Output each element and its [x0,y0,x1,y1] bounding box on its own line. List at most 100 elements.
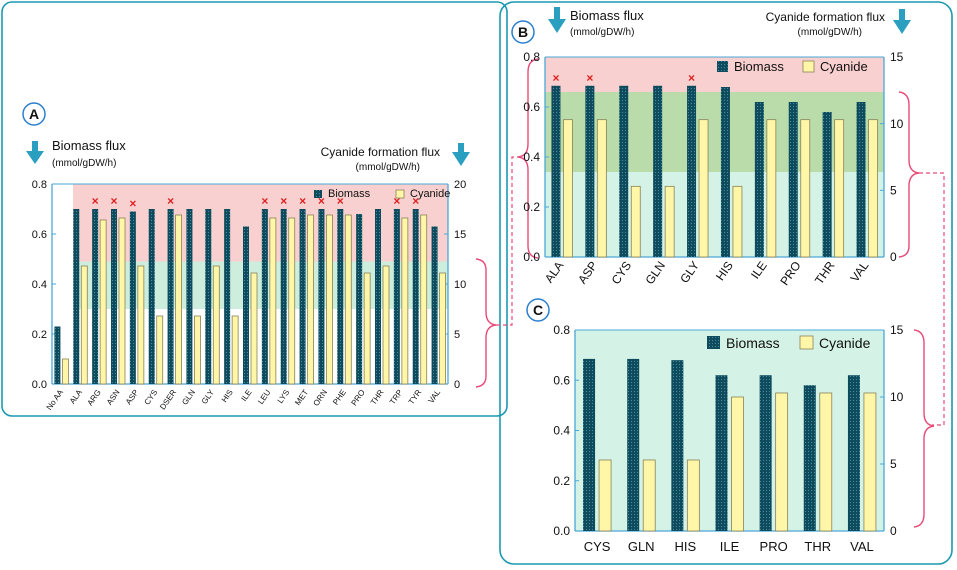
chart-a-bar-cyanide [80,265,88,385]
chart-c-band [575,330,884,531]
chart-a-bar-cyanide [99,219,107,385]
chart-a-bar-cyanide [62,358,69,385]
chart-b-bar-biomass [788,102,798,257]
chart-b-category-label: CYS [609,259,635,287]
chart-b-essential-marker: × [688,71,695,85]
chart-a-bar-biomass [92,209,99,384]
chart-a-essential-marker: × [318,194,325,208]
chart-a-essential-marker: × [299,194,306,208]
chart-a-category-label: LYS [276,388,292,405]
chart-a-legend-biomass-swatch [314,190,322,198]
chart-a-bar-cyanide [382,265,390,385]
chart-a-bar-cyanide [231,315,239,385]
chart-a-bar-biomass [261,209,268,384]
brace-b-left [517,58,539,259]
chart-a-bar-cyanide [401,217,409,385]
panel-label-a-text: A [29,106,39,122]
chart-b-bar-cyanide [800,119,811,258]
arrow-left-a-icon [26,141,44,164]
chart-a-bar-cyanide [326,214,333,385]
chart-b-bar-biomass [754,102,764,257]
chart-a-bar-biomass [129,211,136,384]
chart-a-category-label: GLY [200,387,217,405]
chart-c-category-label: PRO [760,539,788,554]
arrow-right-b-icon [893,9,911,34]
chart-b-tick-label-left: 0.4 [523,150,540,164]
brace-a [475,258,497,388]
chart-c-bar-biomass [759,375,772,531]
chart-a-bar-biomass [73,209,80,384]
chart-c-bar-biomass [627,358,640,531]
panel-label-c-text: C [533,302,543,318]
chart-a-legend-cyanide-label: Cyanide [410,188,450,200]
chart-a-essential-marker: × [393,194,400,208]
chart-b-bar-cyanide [698,119,709,258]
chart-a-category-label: LEU [256,388,272,406]
chart-b-tick-label-right: 5 [890,184,897,198]
chart-a-band [73,261,448,309]
chart-b-bar-cyanide [732,185,743,258]
chart-a-category-label: GLN [180,388,197,407]
chart-a-tick-label-right: 5 [454,329,460,341]
chart-a-category-label: ILE [239,388,253,403]
chart-a-category-label: MET [293,388,310,407]
chart-a-category-label: ASP [124,388,141,406]
chart-a-bar-cyanide [363,272,371,385]
chart-a-category-label: ARG [85,388,102,407]
chart-c-category-label: THR [804,539,831,554]
panel-frame-bc [499,1,953,565]
brace-c [913,329,935,528]
chart-a-bar-cyanide [439,272,446,385]
chart-a-essential-marker: × [337,194,344,208]
chart-a-bar-biomass [186,209,193,384]
chart-a-tick-label-left: 0.2 [32,329,47,341]
chart-c-bar-cyanide [775,392,789,532]
chart-b-category-label: VAL [848,258,872,284]
chart-a-bar-biomass [412,209,419,384]
chart-a-bar-biomass [356,214,363,384]
chart-b-bar-cyanide [664,185,675,258]
chart-c-bar-biomass [671,360,684,531]
chart-a-tick-label-left: 0.0 [32,379,47,391]
chart-a-bar-cyanide [307,214,314,385]
chart-c-legend-cyanide-swatch [799,335,814,350]
chart-b-bar-biomass [822,112,832,257]
chart-c-tick-label-right: 15 [890,323,904,337]
chart-a-category-label: ASN [105,388,122,407]
biomass-flux-label-a: Biomass flux [52,138,126,153]
chart-a-bar-cyanide [137,265,145,385]
chart-c-bar-cyanide [731,396,744,532]
chart-c-category-label: GLN [628,539,655,554]
chart-b-category-label: HIS [713,259,736,283]
chart-b-tick-label-right: 10 [890,117,904,131]
chart-b-band [545,92,884,172]
chart-a-category-label: PHE [331,388,348,407]
chart-a-category-label: CYS [143,388,160,407]
chart-a: 0.0 0.2 0.4 0.6 0.8 0 5 10 15 20 No AA ALA × ARG × ASN ×… [32,179,467,412]
panel-label-a: A [22,102,46,126]
chart-c-tick-label-left: 0.0 [553,524,570,538]
chart-b-legend-cyanide-swatch [802,60,815,73]
chart-a-essential-marker: × [129,197,136,211]
chart-a-legend-biomass-label: Biomass [328,188,371,200]
chart-a-bar-cyanide [344,214,352,385]
chart-a-bar-biomass [205,209,212,384]
chart-b-legend-biomass-swatch [717,61,728,72]
chart-a-tick-label-right: 10 [454,279,466,291]
chart-c-bar-biomass [847,375,860,531]
chart-b-bar-biomass [653,85,663,257]
chart-b-category-label: ILE [748,259,770,282]
panel-label-b-text: B [518,24,528,40]
chart-b-bar-biomass [585,85,595,257]
chart-b-tick-label-right: 0 [890,250,897,264]
units-label-a-right: (mmol/gDW/h) [356,162,420,173]
chart-a-tick-label-right: 0 [454,379,460,391]
chart-c-tick-label-right: 5 [890,457,897,471]
chart-c: 0.0 0.2 0.4 0.6 0.8 0 5 10 15 CYS GLN HIS ILE PRO THR V… [553,323,903,554]
chart-a-bar-biomass [318,209,325,384]
chart-c-tick-label-left: 0.2 [553,474,570,488]
chart-c-legend-biomass-swatch [707,336,720,349]
arrow-left-b-icon [548,7,566,33]
chart-b-band [545,172,884,257]
